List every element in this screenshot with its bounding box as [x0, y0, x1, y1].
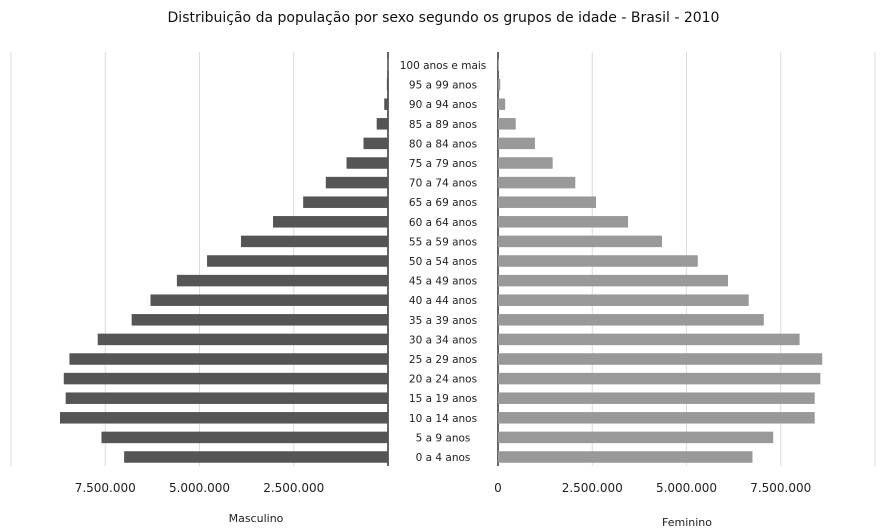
bar-feminino-1	[498, 431, 774, 444]
bar-feminino-9	[498, 274, 728, 287]
right-tick-label-0: 0	[494, 481, 502, 495]
category-label-19: 95 a 99 anos	[409, 80, 477, 92]
right-axis-title: Feminino	[662, 516, 712, 529]
bar-feminino-14	[498, 176, 576, 189]
bar-masculino-4	[63, 372, 388, 385]
category-label-11: 55 a 59 anos	[409, 236, 477, 248]
bar-feminino-3	[498, 392, 815, 404]
bar-feminino-5	[498, 353, 823, 365]
bar-masculino-8	[150, 294, 388, 306]
right-tick-label-1: 2.500.000	[562, 481, 623, 495]
category-label-16: 80 a 84 anos	[409, 138, 477, 150]
left-tick-label-0: 7.500.000	[75, 481, 136, 495]
bar-feminino-19	[498, 78, 501, 91]
category-label-15: 75 a 79 anos	[409, 158, 477, 170]
category-label-18: 90 a 94 anos	[409, 99, 477, 111]
category-label-2: 10 a 14 anos	[409, 413, 477, 425]
bar-masculino-6	[97, 333, 389, 346]
bar-feminino-4	[498, 372, 821, 385]
bar-masculino-5	[69, 353, 388, 365]
bar-feminino-8	[498, 294, 749, 306]
category-label-7: 35 a 39 anos	[409, 315, 477, 327]
bar-masculino-19	[386, 78, 388, 91]
bar-feminino-11	[498, 235, 662, 248]
bar-masculino-17	[376, 118, 388, 130]
category-label-14: 70 a 74 anos	[409, 178, 477, 190]
bar-feminino-12	[498, 216, 629, 228]
bar-masculino-11	[240, 235, 388, 248]
bar-masculino-18	[384, 98, 388, 110]
bar-feminino-6	[498, 333, 800, 346]
category-labels: 0 a 4 anos 5 a 9 anos 10 a 14 anos 15 a 19 …	[400, 60, 487, 464]
category-label-9: 45 a 49 anos	[409, 276, 477, 288]
bar-feminino-18	[498, 98, 506, 110]
bar-feminino-16	[498, 137, 535, 150]
right-tick-label-3: 7.500.000	[750, 481, 811, 495]
bar-masculino-13	[303, 196, 388, 208]
bar-feminino-20	[498, 59, 499, 71]
bar-masculino-9	[176, 274, 388, 287]
bar-masculino-1	[101, 431, 388, 444]
category-label-20: 100 anos e mais	[400, 60, 487, 72]
category-label-4: 20 a 24 anos	[409, 374, 477, 386]
category-label-3: 15 a 19 anos	[409, 393, 477, 405]
bar-feminino-2	[498, 412, 815, 424]
bar-masculino-15	[346, 157, 388, 169]
bar-masculino-20	[387, 59, 389, 71]
category-label-17: 85 a 89 anos	[409, 119, 477, 131]
category-label-6: 30 a 34 anos	[409, 334, 477, 346]
bar-masculino-0	[124, 451, 388, 463]
left-axis-title: Masculino	[229, 512, 284, 525]
axis-tick-labels: 7.500.000 5.000.000 2.500.000 0 2.500.000 5.0…	[75, 481, 812, 495]
bar-feminino-7	[498, 314, 764, 326]
bar-feminino-15	[498, 157, 553, 169]
bar-masculino-12	[273, 216, 388, 228]
bar-feminino-17	[498, 118, 516, 130]
left-tick-label-1: 5.000.000	[169, 481, 230, 495]
bar-masculino-3	[65, 392, 388, 404]
right-tick-label-2: 5.000.000	[656, 481, 717, 495]
left-tick-label-2: 2.500.000	[263, 481, 324, 495]
bar-feminino-13	[498, 196, 597, 208]
bar-masculino-16	[363, 137, 388, 150]
category-label-8: 40 a 44 anos	[409, 295, 477, 307]
category-label-13: 65 a 69 anos	[409, 197, 477, 209]
category-label-12: 60 a 64 anos	[409, 217, 477, 229]
bar-feminino-0	[498, 451, 753, 463]
category-label-1: 5 a 9 anos	[416, 432, 471, 444]
bars	[60, 59, 823, 463]
category-label-10: 50 a 54 anos	[409, 256, 477, 268]
bar-masculino-7	[131, 314, 388, 326]
category-label-5: 25 a 29 anos	[409, 354, 477, 366]
chart-title: Distribuição da população por sexo segun…	[168, 10, 720, 26]
bar-masculino-2	[60, 412, 388, 424]
bar-feminino-10	[498, 255, 698, 267]
category-label-0: 0 a 4 anos	[416, 452, 471, 464]
bar-masculino-10	[207, 255, 388, 267]
bar-masculino-14	[325, 176, 388, 189]
